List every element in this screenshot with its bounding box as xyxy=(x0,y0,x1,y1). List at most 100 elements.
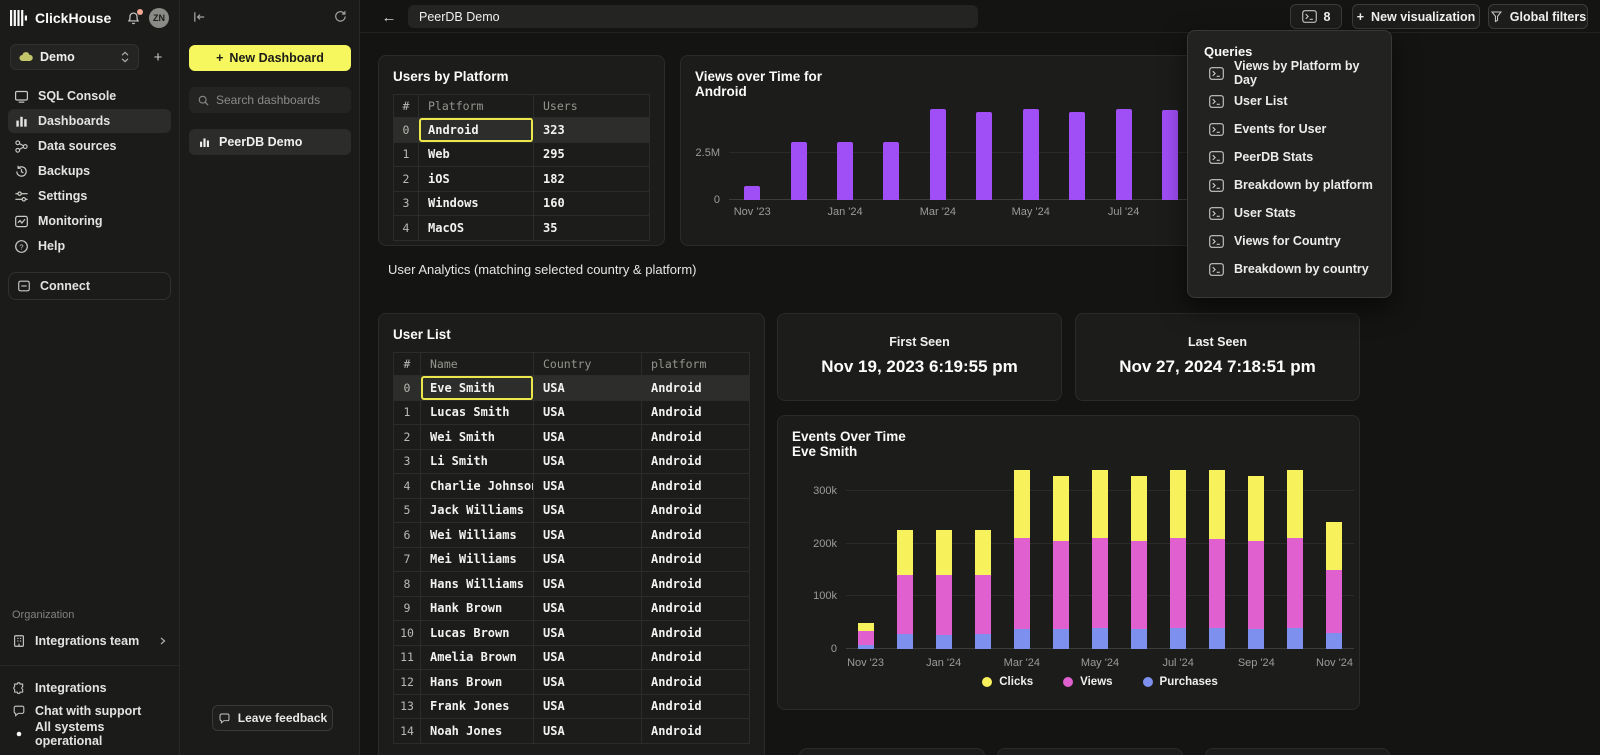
table-row[interactable]: 14Noah JonesUSAAndroid xyxy=(394,719,750,744)
table-row[interactable]: 1Web295 xyxy=(394,143,650,168)
table-cell[interactable]: 3 xyxy=(394,192,419,216)
table-cell[interactable]: USA xyxy=(534,425,642,449)
table-cell[interactable]: 160 xyxy=(534,192,650,216)
table-cell[interactable]: 10 xyxy=(394,621,421,645)
notifications-button[interactable] xyxy=(126,11,141,26)
query-item[interactable]: User Stats xyxy=(1204,199,1375,227)
table-row[interactable]: 11Amelia BrownUSAAndroid xyxy=(394,646,750,671)
queries-toggle-button[interactable]: 8 xyxy=(1290,4,1342,29)
leave-feedback-button[interactable]: Leave feedback xyxy=(212,705,333,731)
table-cell[interactable]: USA xyxy=(534,597,642,621)
table-row[interactable]: 8Hans WilliamsUSAAndroid xyxy=(394,572,750,597)
table-cell[interactable]: USA xyxy=(534,695,642,719)
table-cell[interactable]: Hans Williams xyxy=(421,572,534,596)
connect-button[interactable]: Connect xyxy=(8,272,171,300)
table-row[interactable]: 10Lucas BrownUSAAndroid xyxy=(394,621,750,646)
query-item[interactable]: Events for User xyxy=(1204,115,1375,143)
table-cell[interactable]: Android xyxy=(642,670,750,694)
table-cell[interactable]: Li Smith xyxy=(421,450,534,474)
table-cell[interactable]: 4 xyxy=(394,474,421,498)
table-cell[interactable]: Android xyxy=(642,695,750,719)
dashboard-title-input[interactable] xyxy=(408,5,978,28)
sidebar-item-settings[interactable]: Settings xyxy=(8,184,171,208)
table-cell[interactable]: Windows xyxy=(419,192,534,216)
table-cell[interactable]: Amelia Brown xyxy=(421,646,534,670)
table-cell[interactable]: Android xyxy=(642,450,750,474)
query-item[interactable]: Views by Platform by Day xyxy=(1204,59,1375,87)
table-cell[interactable]: Jack Williams xyxy=(421,499,534,523)
table-cell[interactable]: 3 xyxy=(394,450,421,474)
new-visualization-button[interactable]: + New visualization xyxy=(1352,4,1480,29)
legend-item[interactable]: Views xyxy=(1063,676,1112,688)
table-row[interactable]: 7Mei WilliamsUSAAndroid xyxy=(394,548,750,573)
table-cell[interactable]: USA xyxy=(534,523,642,547)
avatar[interactable]: ZN xyxy=(149,8,169,28)
table-cell[interactable]: 8 xyxy=(394,572,421,596)
table-cell[interactable]: 12 xyxy=(394,670,421,694)
sidebar-item-integrations[interactable]: Integrations xyxy=(0,676,179,699)
table-cell[interactable]: 13 xyxy=(394,695,421,719)
table-cell[interactable]: 2 xyxy=(394,425,421,449)
new-dashboard-button[interactable]: + New Dashboard xyxy=(189,45,351,71)
table-cell[interactable]: 182 xyxy=(534,167,650,191)
table-row[interactable]: 0Eve SmithUSAAndroid xyxy=(394,376,750,401)
table-cell[interactable]: Frank Jones xyxy=(421,695,534,719)
table-cell[interactable]: 35 xyxy=(534,216,650,240)
table-cell[interactable]: 1 xyxy=(394,401,421,425)
sidebar-item-monitoring[interactable]: Monitoring xyxy=(8,209,171,233)
table-cell[interactable]: 0 xyxy=(394,118,419,142)
sidebar-item-sql-console[interactable]: SQL Console xyxy=(8,84,171,108)
table-cell[interactable]: 295 xyxy=(534,143,650,167)
sidebar-item-dashboards[interactable]: Dashboards xyxy=(8,109,171,133)
table-cell[interactable]: USA xyxy=(534,548,642,572)
table-cell[interactable]: MacOS xyxy=(419,216,534,240)
table-row[interactable]: 3Li SmithUSAAndroid xyxy=(394,450,750,475)
table-cell[interactable]: 9 xyxy=(394,597,421,621)
query-item[interactable]: Views for Country xyxy=(1204,227,1375,255)
table-cell[interactable]: 5 xyxy=(394,499,421,523)
table-cell[interactable]: USA xyxy=(534,474,642,498)
dashboard-list-item[interactable]: PeerDB Demo xyxy=(189,129,351,155)
table-cell[interactable]: Wei Smith xyxy=(421,425,534,449)
legend-item[interactable]: Purchases xyxy=(1143,676,1218,688)
workspace-selector[interactable]: Demo xyxy=(10,44,139,70)
table-cell[interactable]: USA xyxy=(534,646,642,670)
table-cell[interactable]: 6 xyxy=(394,523,421,547)
table-row[interactable]: 2Wei SmithUSAAndroid xyxy=(394,425,750,450)
table-row[interactable]: 6Wei WilliamsUSAAndroid xyxy=(394,523,750,548)
table-cell[interactable]: Android xyxy=(642,523,750,547)
table-cell[interactable]: Android xyxy=(642,597,750,621)
table-cell[interactable]: Android xyxy=(642,646,750,670)
table-row[interactable]: 9Hank BrownUSAAndroid xyxy=(394,597,750,622)
table-row[interactable]: 3Windows160 xyxy=(394,192,650,217)
organization-team-selector[interactable]: Integrations team xyxy=(0,629,179,653)
table-cell[interactable]: Web xyxy=(419,143,534,167)
table-row[interactable]: 13Frank JonesUSAAndroid xyxy=(394,695,750,720)
table-cell[interactable]: 14 xyxy=(394,719,421,743)
collapse-sidebar-icon[interactable] xyxy=(192,10,207,24)
system-status[interactable]: All systems operational xyxy=(0,722,179,745)
table-cell[interactable]: Android xyxy=(642,572,750,596)
legend-item[interactable]: Clicks xyxy=(982,676,1033,688)
table-cell[interactable]: Lucas Smith xyxy=(421,401,534,425)
table-row[interactable]: 4Charlie JohnsonUSAAndroid xyxy=(394,474,750,499)
refresh-icon[interactable] xyxy=(333,9,347,24)
query-item[interactable]: User List xyxy=(1204,87,1375,115)
table-cell[interactable]: Android xyxy=(642,621,750,645)
table-cell[interactable]: Eve Smith xyxy=(421,376,534,400)
table-cell[interactable]: USA xyxy=(534,450,642,474)
back-button[interactable]: ← xyxy=(378,6,400,28)
sidebar-item-data-sources[interactable]: Data sources xyxy=(8,134,171,158)
table-cell[interactable]: Android xyxy=(642,719,750,743)
table-cell[interactable]: 7 xyxy=(394,548,421,572)
table-cell[interactable]: iOS xyxy=(419,167,534,191)
table-cell[interactable]: USA xyxy=(534,670,642,694)
table-cell[interactable]: Android xyxy=(642,401,750,425)
add-workspace-button[interactable]: + xyxy=(147,46,169,68)
table-cell[interactable]: USA xyxy=(534,499,642,523)
table-row[interactable]: 1Lucas SmithUSAAndroid xyxy=(394,401,750,426)
table-cell[interactable]: Android xyxy=(642,474,750,498)
table-cell[interactable]: Android xyxy=(642,499,750,523)
global-filters-button[interactable]: Global filters xyxy=(1488,4,1588,29)
table-cell[interactable]: USA xyxy=(534,401,642,425)
